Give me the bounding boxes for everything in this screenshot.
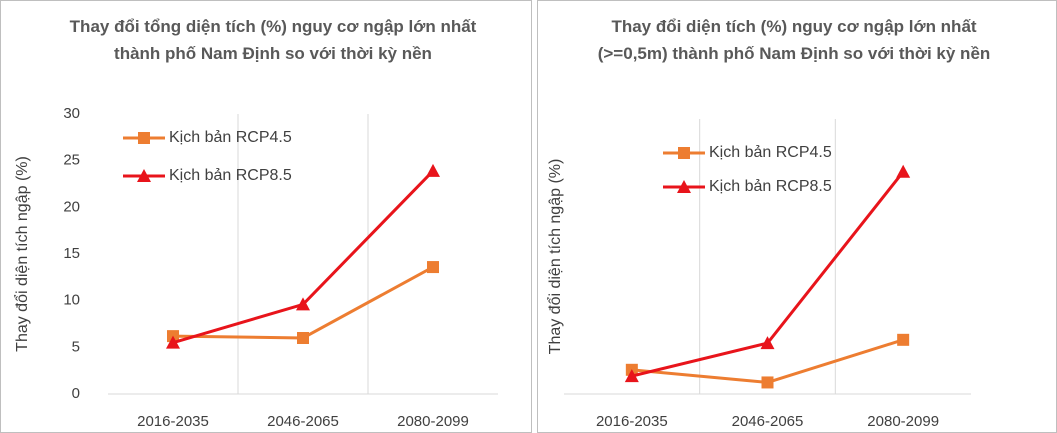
x-tick-label: 2046-2065 bbox=[732, 413, 804, 430]
y-tick-label: 25 bbox=[63, 152, 80, 169]
x-tick-label: 2016-2035 bbox=[596, 413, 668, 430]
legend-marker bbox=[677, 180, 691, 193]
x-tick-label: 2046-2065 bbox=[267, 413, 339, 430]
legend-label: Kịch bản RCP8.5 bbox=[709, 178, 832, 195]
chart-title: Thay đổi diện tích (%) nguy cơ ngập lớn … bbox=[597, 17, 991, 63]
legend-marker bbox=[137, 169, 151, 182]
series-line bbox=[172, 169, 435, 345]
x-tick-label: 2080-2099 bbox=[397, 413, 469, 430]
chart: 020040060080010002016-20352046-20652080-… bbox=[546, 119, 971, 430]
data-point bbox=[426, 163, 440, 177]
chart: 0 5 10 15 20 25 30 2016-2035 2046-2065 2080-2099 T… bbox=[13, 105, 498, 430]
y-tick-label: 10 bbox=[63, 292, 80, 309]
data-point bbox=[760, 336, 775, 350]
y-tick-label: 15 bbox=[63, 245, 80, 262]
y-axis-label: Thay đổi diện tích ngập (%) bbox=[546, 159, 564, 355]
legend-marker bbox=[138, 132, 150, 144]
data-point bbox=[427, 261, 439, 274]
data-point bbox=[166, 335, 180, 349]
y-tick-label: 0 bbox=[72, 385, 80, 402]
y-tick-label: 20 bbox=[63, 198, 80, 215]
chart-panel: Thay đổi tổng diện tích (%) nguy cơ ngập… bbox=[0, 0, 532, 433]
legend-label: Kịch bản RCP4.5 bbox=[709, 144, 832, 161]
data-point bbox=[897, 333, 910, 346]
data-point bbox=[896, 164, 911, 178]
legend-marker bbox=[678, 147, 690, 159]
x-tick-label: 2080-2099 bbox=[867, 413, 939, 430]
y-tick-label: 30 bbox=[63, 105, 80, 122]
chart-title: Thay đổi tổng diện tích (%) nguy cơ ngập… bbox=[69, 17, 477, 63]
data-point bbox=[297, 332, 309, 344]
y-axis-label: Thay đổi diện tích ngập (%) bbox=[13, 156, 31, 352]
chart-panel: Thay đổi diện tích (%) nguy cơ ngập lớn … bbox=[537, 0, 1057, 433]
legend-label: Kịch bản RCP4.5 bbox=[169, 129, 292, 146]
x-tick-label: 2016-2035 bbox=[137, 413, 209, 430]
y-tick-label: 5 bbox=[72, 338, 80, 355]
data-point bbox=[761, 376, 774, 389]
legend-label: Kịch bản RCP8.5 bbox=[169, 167, 292, 184]
data-point bbox=[624, 369, 639, 383]
data-point bbox=[296, 297, 310, 311]
